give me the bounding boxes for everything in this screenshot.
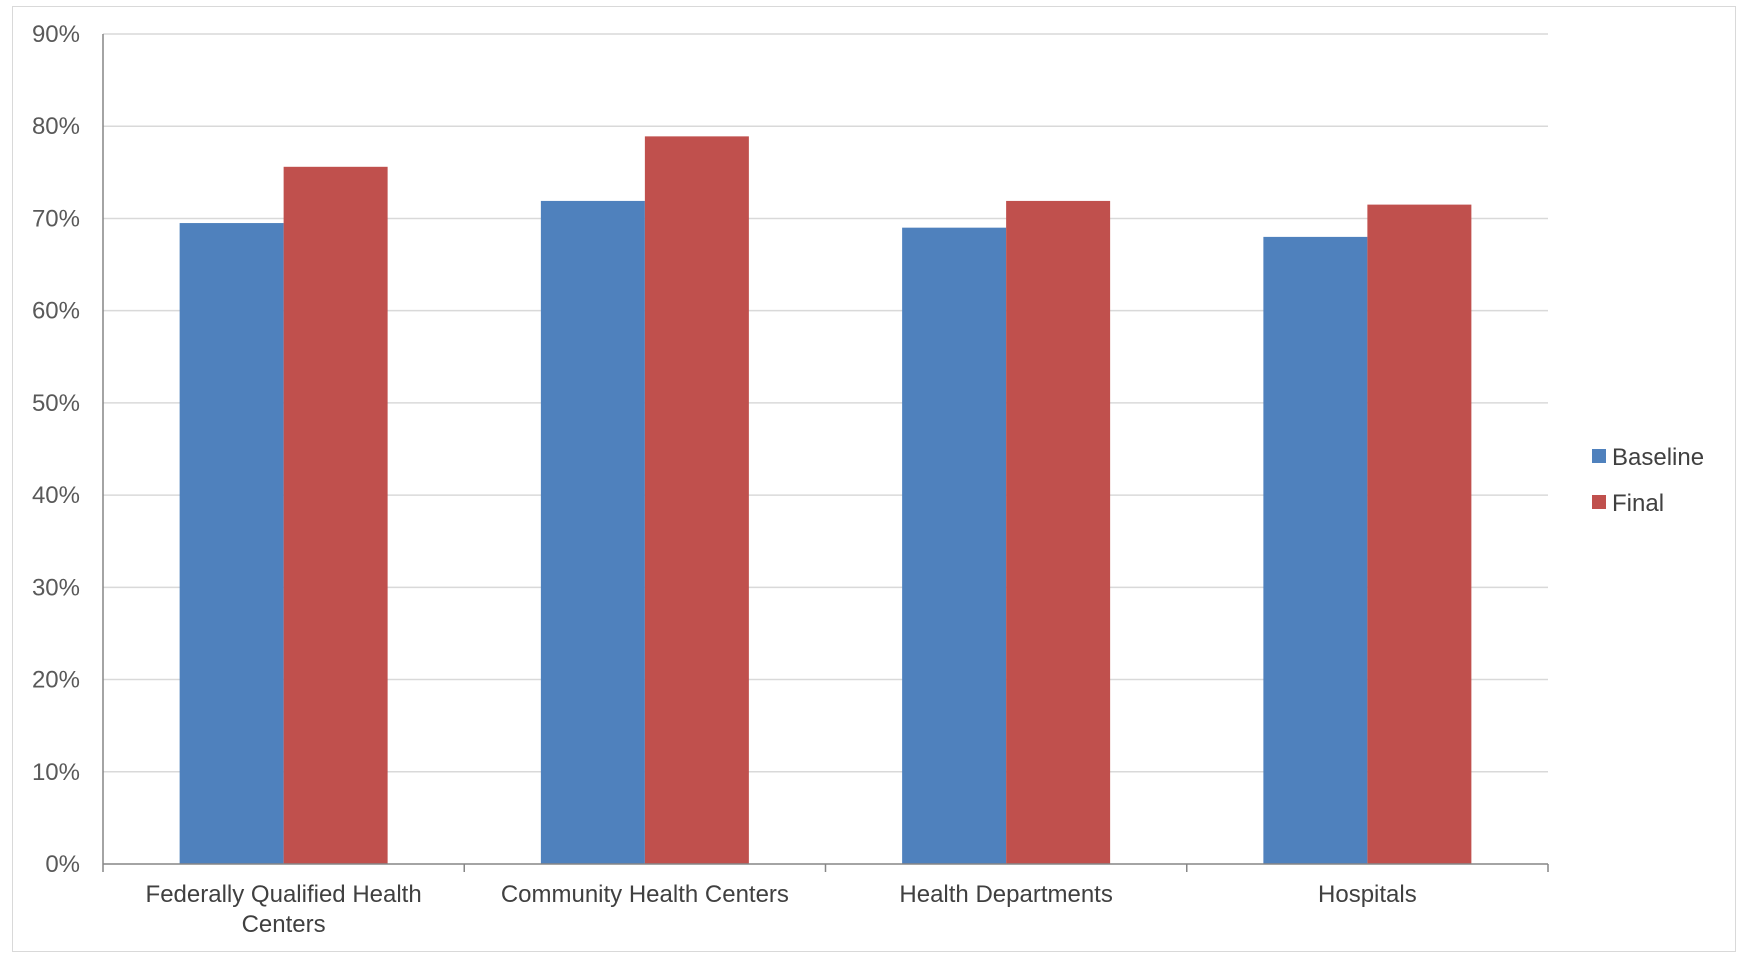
category-label: Community Health Centers xyxy=(501,881,789,908)
bar-baseline-2 xyxy=(902,227,1007,864)
y-tick-label: 30% xyxy=(32,574,80,601)
category-label: Hospitals xyxy=(1318,881,1417,908)
y-tick-label: 50% xyxy=(32,390,80,417)
axes xyxy=(102,34,1549,872)
y-tick-label: 40% xyxy=(32,482,80,509)
bar-baseline-1 xyxy=(540,200,645,864)
legend: Baseline Final xyxy=(1592,444,1704,517)
chart-frame xyxy=(12,6,1736,952)
legend-swatch-final xyxy=(1592,495,1606,509)
y-tick-labels: 0% 10% 20% 30% 40% 50% 60% 70% 80% 90% xyxy=(32,21,80,878)
bars xyxy=(179,136,1472,865)
category-label: Federally Qualified Health xyxy=(146,881,422,908)
bar-final-3 xyxy=(1367,204,1472,865)
y-tick-label: 10% xyxy=(32,759,80,786)
y-tick-label: 70% xyxy=(32,205,80,232)
bar-baseline-0 xyxy=(179,223,284,865)
y-tick-label: 80% xyxy=(32,113,80,140)
category-label: Health Departments xyxy=(899,881,1112,908)
bar-baseline-3 xyxy=(1263,236,1368,864)
bar-final-1 xyxy=(644,136,749,864)
legend-label-final: Final xyxy=(1612,490,1664,517)
category-labels: Federally Qualified Health Centers Communi… xyxy=(146,881,1417,938)
bar-final-2 xyxy=(1006,200,1111,864)
y-tick-label: 20% xyxy=(32,667,80,694)
legend-label-baseline: Baseline xyxy=(1612,444,1704,471)
y-tick-label: 0% xyxy=(45,851,80,878)
bar-final-0 xyxy=(283,166,388,865)
y-tick-label: 90% xyxy=(32,21,80,48)
legend-swatch-baseline xyxy=(1592,449,1606,463)
category-label: Centers xyxy=(242,911,326,938)
y-tick-label: 60% xyxy=(32,298,80,325)
